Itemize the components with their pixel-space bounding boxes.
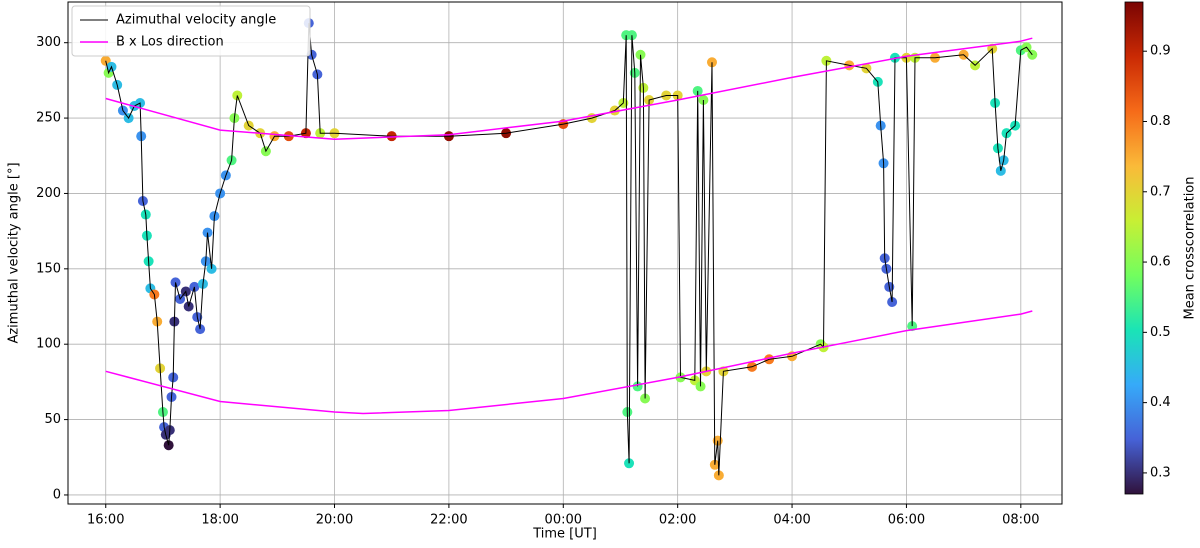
x-tick-label: 00:00	[545, 513, 582, 528]
legend-label: Azimuthal velocity angle	[116, 13, 276, 28]
colorbar-tick-label: 0.3	[1150, 465, 1171, 480]
x-tick-label: 06:00	[888, 513, 925, 528]
plot-area	[100, 18, 1038, 481]
x-tick-label: 04:00	[773, 513, 810, 528]
legend-label: B x Los direction	[116, 35, 224, 50]
line	[105, 37, 1033, 415]
x-axis-label: Time [UT]	[532, 527, 597, 542]
x-tick-label: 02:00	[659, 513, 696, 528]
point	[695, 381, 706, 392]
y-tick-label: 250	[36, 111, 61, 126]
legend-box	[71, 5, 311, 57]
y-axis-label: Azimuthal velocity angle [°]	[7, 162, 22, 343]
colorbar-tick-label: 0.6	[1150, 255, 1171, 270]
point	[698, 94, 709, 105]
x-tick-label: 22:00	[430, 513, 467, 528]
y-tick-label: 100	[36, 337, 61, 352]
y-tick-label: 150	[36, 261, 61, 276]
y-tick-label: 200	[36, 186, 61, 201]
colorbar-tick-label: 0.8	[1150, 114, 1171, 129]
colorbar-tick-label: 0.7	[1150, 184, 1171, 199]
colorbar-label: Mean crosscorrelation	[1183, 176, 1198, 319]
y-tick-label: 0	[53, 487, 61, 502]
line	[105, 23, 1033, 476]
x-tick-label: 18:00	[201, 513, 238, 528]
point	[907, 321, 918, 332]
point	[635, 49, 646, 60]
colorbar-tick-label: 0.9	[1150, 44, 1171, 59]
colorbar	[1124, 1, 1144, 495]
point	[626, 30, 637, 41]
colorbar-tick-label: 0.4	[1150, 395, 1171, 410]
colorbar-tick-label: 0.5	[1150, 325, 1171, 340]
y-tick-label: 300	[36, 35, 61, 50]
x-tick-label: 08:00	[1002, 513, 1039, 528]
y-tick-label: 50	[44, 412, 61, 427]
x-tick-label: 20:00	[316, 513, 353, 528]
plot-frame	[67, 1, 1063, 505]
x-tick-label: 16:00	[87, 513, 124, 528]
